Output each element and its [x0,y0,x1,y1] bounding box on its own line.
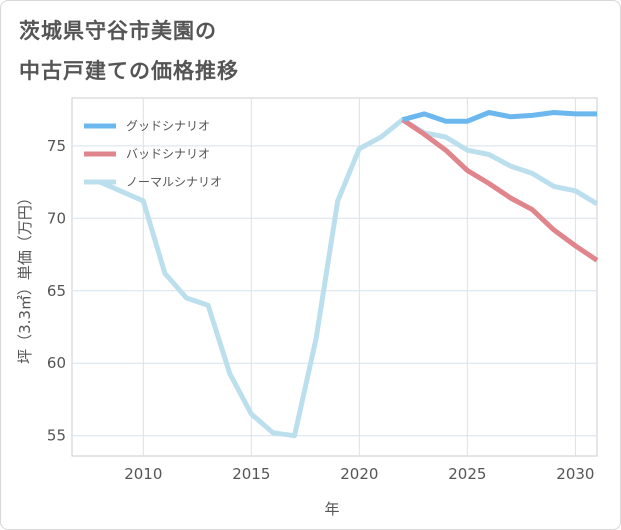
y-tick-label: 55 [47,427,66,445]
y-tick-label: 60 [47,354,66,372]
x-axis-ticks: 2010 2015 2020 2025 2030 [124,465,594,483]
chart-title-line-2: 中古戸建ての価格推移 [19,59,239,83]
series-line-2 [99,117,599,439]
chart-title-line-1: 茨城県守谷市美園の [19,19,217,43]
y-tick-label: 65 [47,282,66,300]
x-tick-label: 2025 [448,465,486,483]
series-line-1 [401,117,599,263]
series-lines [99,110,599,439]
x-tick-label: 2015 [232,465,270,483]
plot-area [71,97,598,457]
x-axis-label: 年 [324,500,339,518]
x-tick-label: 2030 [556,465,594,483]
y-axis-label: 坪（3.3㎡）単価（万円） [16,190,34,364]
legend-label: バッドシナリオ [126,147,210,161]
legend-label: ノーマルシナリオ [126,175,222,189]
x-tick-label: 2020 [340,465,378,483]
x-tick-label: 2010 [124,465,162,483]
y-axis-ticks: 55 60 65 70 75 [47,137,66,445]
y-tick-label: 70 [47,209,66,227]
y-tick-label: 75 [47,137,66,155]
legend-label: グッドシナリオ [126,119,210,133]
series-line-0 [401,110,597,124]
